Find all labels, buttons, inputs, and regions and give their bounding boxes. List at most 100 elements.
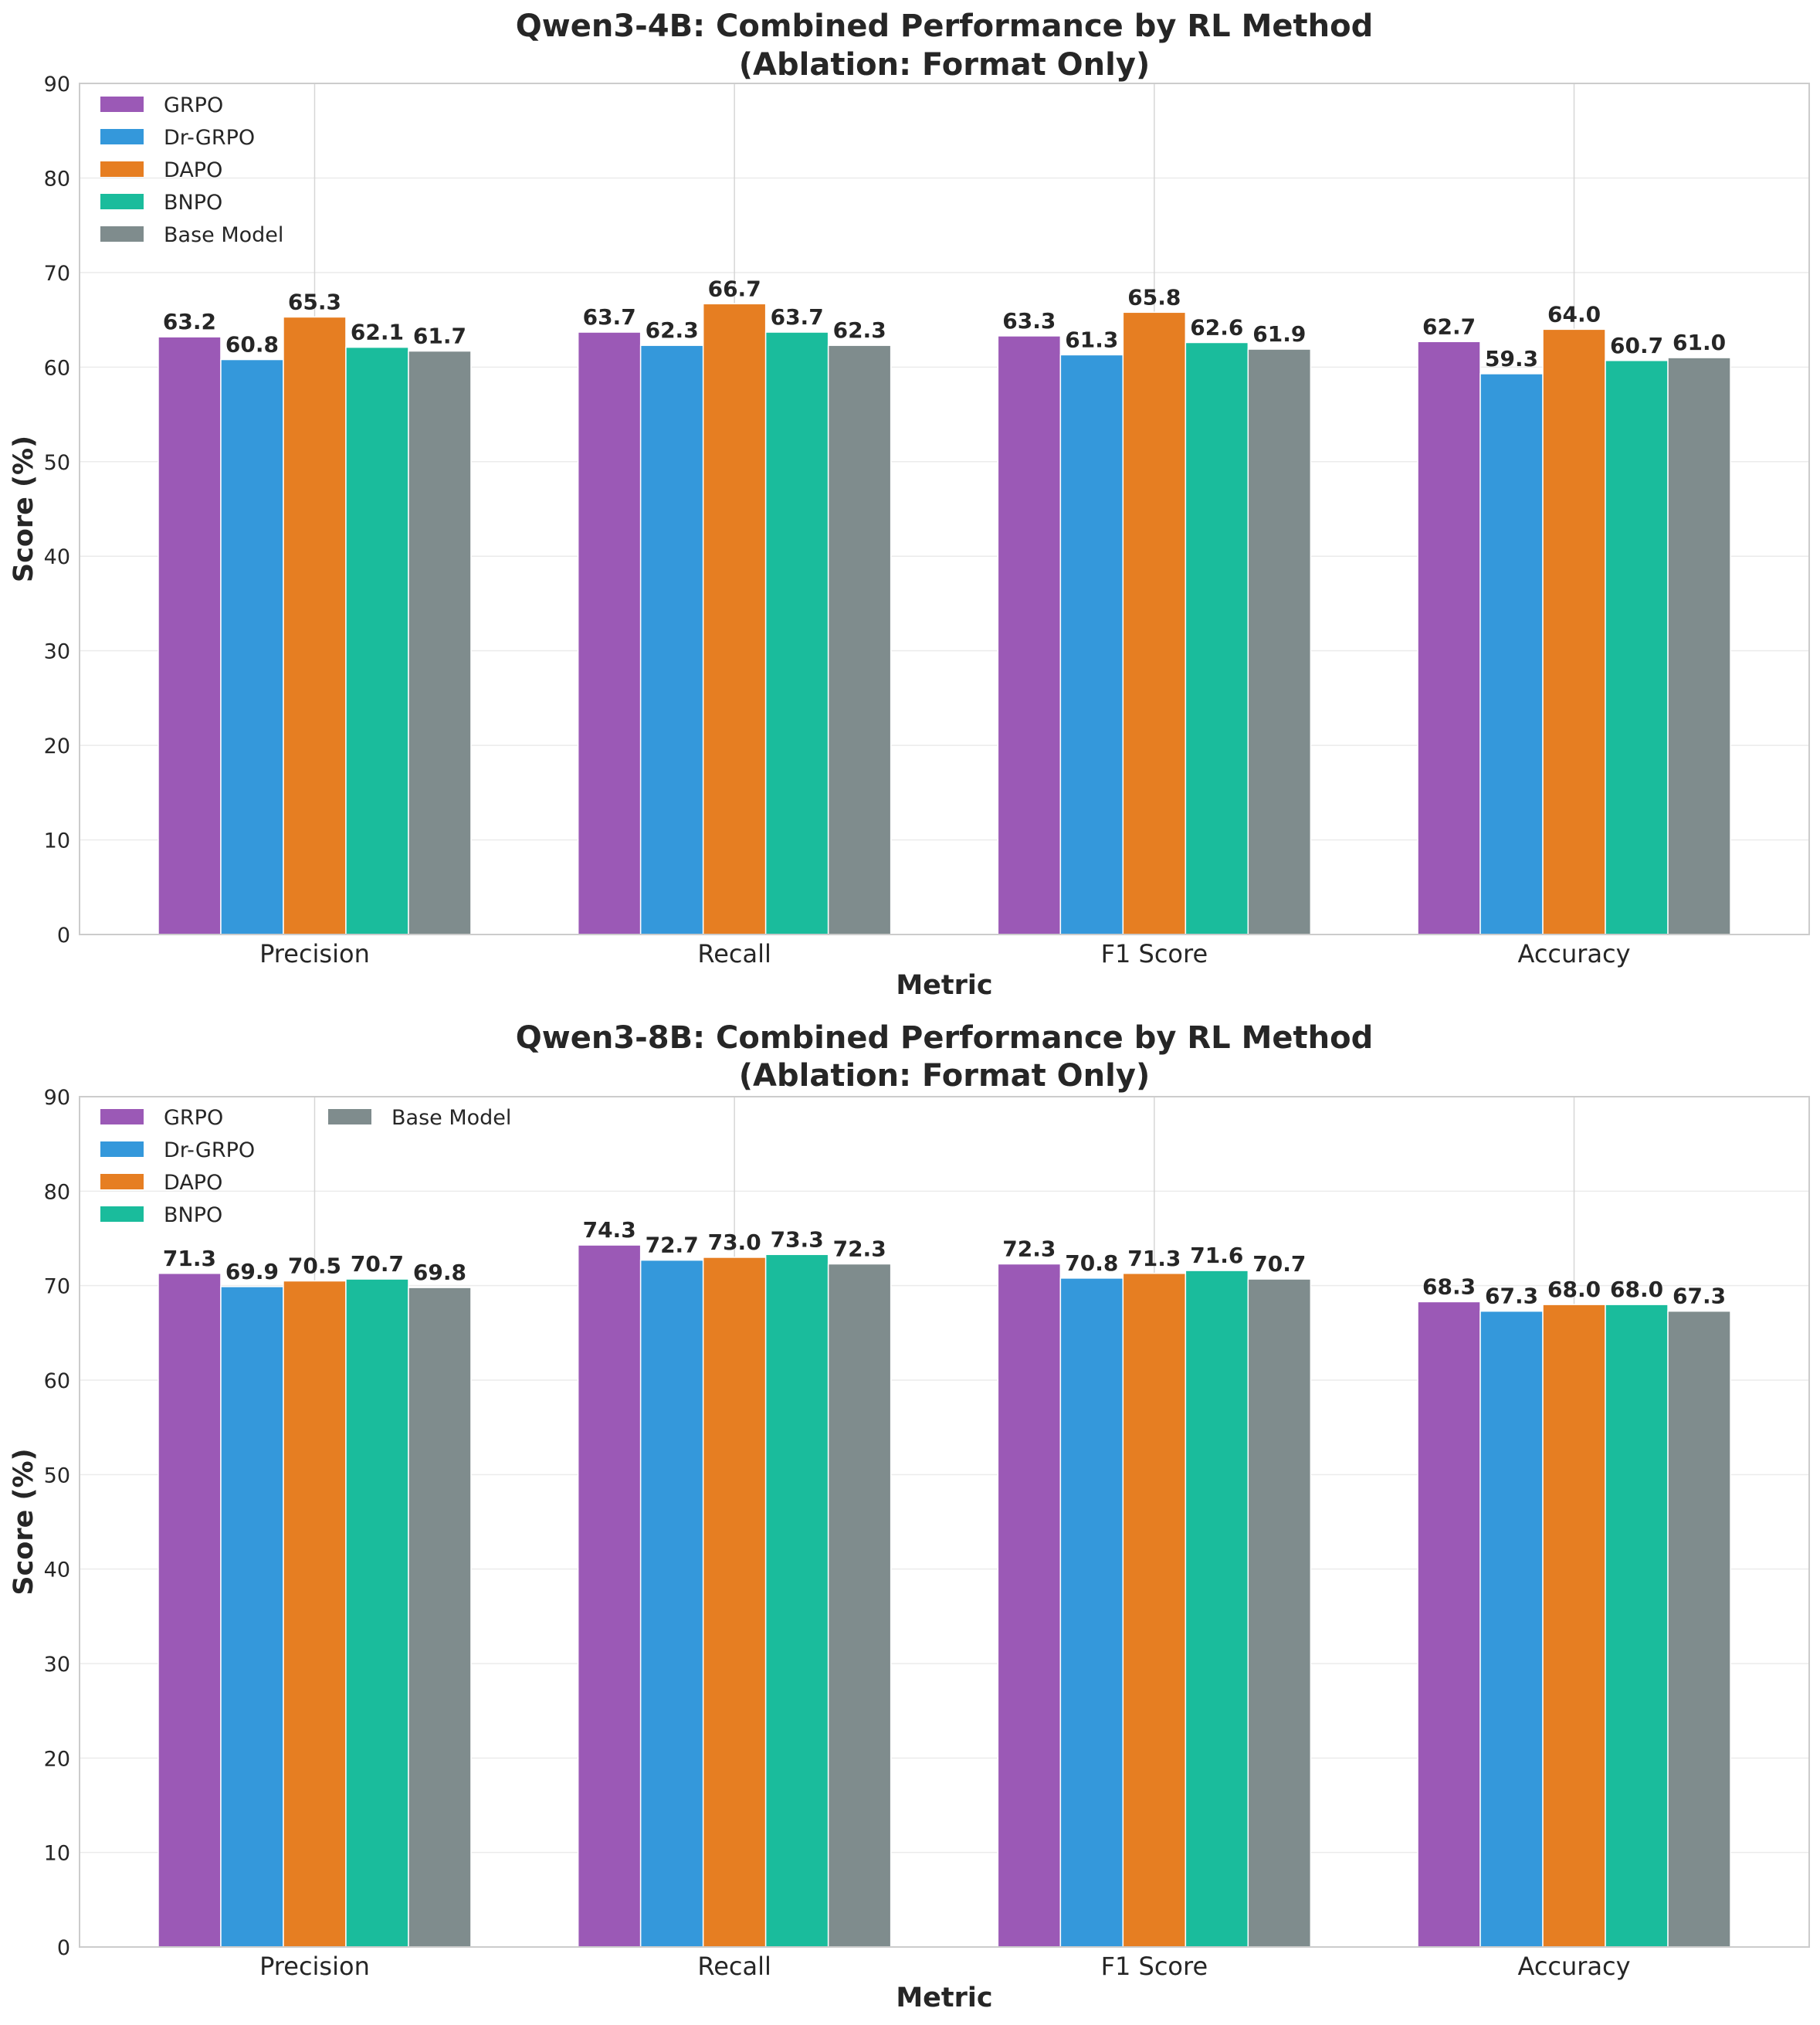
legend-swatch-dr-grpo [100, 129, 144, 144]
bar-base-model-precision [408, 1287, 472, 1948]
data-label: 71.6 [1190, 1243, 1243, 1268]
bar-dapo-f1-score [1122, 311, 1187, 935]
data-label: 74.3 [583, 1217, 636, 1243]
y-tick-label: 50 [44, 451, 70, 475]
data-label: 65.8 [1127, 284, 1181, 310]
data-label: 63.7 [771, 304, 824, 330]
bar-base-model-precision [408, 350, 472, 935]
bar-grpo-f1-score [997, 335, 1062, 935]
bar-base-model-f1-score [1247, 348, 1312, 935]
data-label: 71.3 [163, 1246, 216, 1271]
bar-dr-grpo-accuracy [1479, 373, 1544, 935]
legend-label: GRPO [164, 1106, 223, 1130]
data-label: 69.9 [225, 1259, 279, 1284]
legend-swatch-grpo [100, 97, 144, 112]
bar-bnpo-precision [345, 1278, 409, 1948]
data-label: 62.3 [646, 317, 699, 343]
bar-base-model-f1-score [1247, 1278, 1312, 1948]
bar-grpo-recall [577, 331, 642, 935]
legend-label: DAPO [164, 1171, 222, 1195]
y-tick-label: 80 [44, 167, 70, 191]
data-label: 63.7 [583, 304, 636, 330]
y-axis-label: Score (%) [8, 1448, 39, 1595]
bar-dr-grpo-precision [220, 1286, 284, 1948]
legend-swatch-dapo [100, 161, 144, 177]
bar-dr-grpo-f1-score [1059, 354, 1124, 935]
x-tick-label: Recall [697, 1952, 771, 1981]
legend-label: BNPO [164, 191, 222, 215]
bar-grpo-accuracy [1417, 341, 1481, 935]
y-tick-label: 10 [44, 1842, 70, 1866]
data-label: 61.9 [1252, 321, 1306, 347]
legend-label: Base Model [391, 1106, 511, 1130]
bar-dr-grpo-accuracy [1479, 1310, 1544, 1948]
y-tick-label: 40 [44, 545, 70, 569]
data-label: 65.3 [288, 289, 341, 314]
bar-bnpo-accuracy [1605, 1304, 1669, 1948]
y-tick-label: 70 [44, 262, 70, 286]
data-label: 70.5 [288, 1253, 341, 1279]
bar-grpo-accuracy [1417, 1301, 1481, 1948]
bar-bnpo-f1-score [1185, 1270, 1249, 1948]
data-label: 63.3 [1002, 308, 1056, 334]
data-label: 64.0 [1547, 301, 1601, 327]
y-tick-label: 10 [44, 829, 70, 853]
chart-subtitle: (Ablation: Format Only) [739, 47, 1150, 83]
bar-base-model-accuracy [1667, 1310, 1731, 1948]
data-label: 73.0 [708, 1230, 761, 1255]
x-axis-label: Metric [896, 970, 992, 1001]
legend-label: Base Model [164, 223, 283, 247]
data-label: 60.7 [1610, 333, 1663, 358]
bar-dr-grpo-f1-score [1059, 1277, 1124, 1948]
legend-swatch-grpo [100, 1109, 144, 1124]
data-label: 60.8 [225, 332, 279, 358]
legend-label: BNPO [164, 1203, 222, 1227]
chart-panel-1: 0 10 20 30 40 50 60 70 80 90 63.2 63.7 63.3 62.7 60.8 6… [8, 8, 1810, 1001]
x-tick-label: Accuracy [1517, 1952, 1630, 1981]
legend-swatch-base-model [100, 226, 144, 242]
data-label: 71.3 [1127, 1246, 1181, 1271]
data-label: 68.0 [1547, 1277, 1601, 1302]
bar-bnpo-precision [345, 346, 409, 935]
x-tick-label: F1 Score [1101, 1952, 1208, 1981]
x-tick-label: Precision [259, 939, 370, 968]
y-tick-label: 60 [44, 1369, 70, 1393]
data-label: 72.3 [833, 1236, 886, 1262]
y-tick-label: 70 [44, 1275, 70, 1299]
data-label: 70.7 [1252, 1251, 1306, 1277]
legend-swatch-base-model [328, 1109, 371, 1124]
x-tick-label: Accuracy [1517, 939, 1630, 968]
data-label: 62.6 [1190, 314, 1243, 340]
legend-label: GRPO [164, 93, 223, 117]
bar-dapo-recall [702, 1257, 767, 1948]
data-label: 61.3 [1065, 327, 1118, 352]
bar-grpo-precision [158, 336, 222, 935]
data-label: 72.3 [1002, 1236, 1056, 1262]
legend-swatch-dapo [100, 1174, 144, 1189]
bar-dr-grpo-recall [639, 1259, 704, 1948]
y-tick-label: 90 [44, 1086, 70, 1110]
y-tick-label: 30 [44, 640, 70, 664]
legend-swatch-bnpo [100, 194, 144, 209]
bar-base-model-accuracy [1667, 357, 1731, 935]
x-axis-label: Metric [896, 1983, 992, 2013]
data-label: 62.3 [833, 317, 886, 343]
bar-dapo-f1-score [1122, 1273, 1187, 1948]
y-tick-label: 80 [44, 1180, 70, 1204]
data-label: 69.8 [413, 1260, 466, 1285]
legend-swatch-dr-grpo [100, 1141, 144, 1157]
chart-panel-2: 0 10 20 30 40 50 60 70 80 90 71.3 74.3 72.3 68.3 69.9 7… [8, 1020, 1810, 2013]
x-tick-label: Precision [259, 1952, 370, 1981]
data-label: 70.8 [1065, 1250, 1118, 1276]
legend-label: Dr-GRPO [164, 126, 255, 150]
y-tick-label: 50 [44, 1464, 70, 1487]
legend-label: Dr-GRPO [164, 1138, 255, 1162]
y-tick-label: 60 [44, 356, 70, 380]
bar-dapo-precision [283, 1280, 347, 1948]
legend-label: DAPO [164, 158, 222, 182]
data-label: 61.0 [1673, 330, 1726, 355]
chart-subtitle: (Ablation: Format Only) [739, 1058, 1150, 1094]
y-tick-label: 30 [44, 1653, 70, 1677]
data-label: 73.3 [771, 1226, 824, 1252]
data-label: 68.3 [1422, 1274, 1476, 1299]
